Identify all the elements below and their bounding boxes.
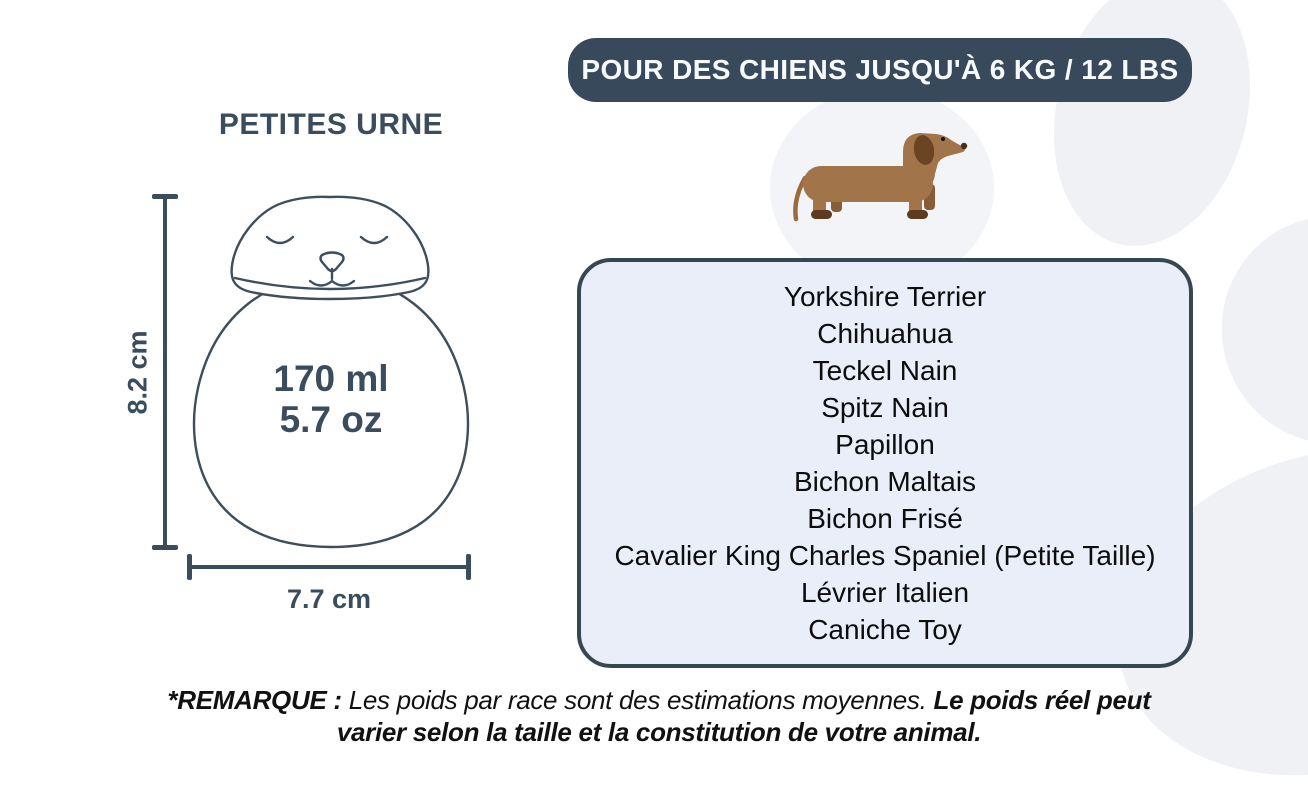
cat-urn-illustration bbox=[192, 195, 470, 549]
paw-pad-blob bbox=[1117, 448, 1308, 776]
width-dimension-cap-left bbox=[187, 554, 192, 580]
dog-front-paw bbox=[907, 210, 928, 219]
dog-tail bbox=[793, 175, 808, 222]
volume-oz: 5.7 oz bbox=[279, 399, 383, 440]
breed-item: Lévrier Italien bbox=[800, 577, 970, 608]
footnote-normal: Les poids par race sont des estimations … bbox=[348, 685, 927, 715]
breed-item: Papillon bbox=[835, 429, 935, 460]
breed-item: Bichon Frisé bbox=[807, 503, 963, 534]
footnote: *REMARQUE : Les poids par race sont des … bbox=[154, 684, 1164, 748]
urn-body-outline bbox=[192, 274, 470, 549]
weight-capacity-banner: POUR DES CHIENS JUSQU'À 6 KG / 12 LBS bbox=[568, 38, 1192, 102]
urn-lid-outline bbox=[230, 195, 430, 301]
cat-left-eye bbox=[265, 235, 295, 245]
breed-item: Spitz Nain bbox=[821, 392, 949, 423]
height-dimension-cap-bottom bbox=[152, 545, 178, 550]
breed-item: Caniche Toy bbox=[808, 614, 962, 645]
breed-item: Cavalier King Charles Spaniel (Petite Ta… bbox=[614, 540, 1156, 571]
width-label: 7.7 cm bbox=[286, 584, 372, 614]
urn-volume: 170 ml 5.7 oz bbox=[211, 358, 451, 440]
height-label: 8.2 cm bbox=[122, 330, 153, 415]
breed-list-box: Yorkshire Terrier Chihuahua Teckel Nain … bbox=[577, 258, 1193, 668]
width-dimension-cap-right bbox=[466, 554, 471, 580]
cat-mouth bbox=[308, 267, 356, 287]
paw-toe-blob bbox=[1221, 216, 1308, 444]
dog-head bbox=[903, 133, 965, 188]
dog-rear-paw bbox=[811, 210, 832, 219]
breed-item: Yorkshire Terrier bbox=[783, 281, 987, 312]
dog-ear bbox=[913, 135, 935, 165]
breed-item: Teckel Nain bbox=[812, 355, 958, 386]
volume-ml: 170 ml bbox=[273, 358, 389, 399]
width-dimension-line bbox=[189, 565, 470, 569]
dog-eye bbox=[941, 137, 945, 141]
footnote-emphasis: Le poids réel peut varier selon la taill… bbox=[336, 685, 1151, 747]
dog-nose bbox=[960, 142, 968, 150]
urn-lid-rim bbox=[233, 276, 427, 291]
height-dimension-line bbox=[163, 197, 167, 548]
breed-item: Chihuahua bbox=[817, 318, 953, 349]
breed-item: Bichon Maltais bbox=[793, 466, 977, 497]
dachshund-icon bbox=[793, 133, 968, 222]
cat-right-eye bbox=[359, 235, 389, 245]
height-dimension-cap-top bbox=[152, 194, 178, 199]
footnote-prefix: *REMARQUE : bbox=[167, 685, 342, 715]
weight-capacity-label: POUR DES CHIENS JUSQU'À 6 KG / 12 LBS bbox=[581, 54, 1179, 85]
urn-title: PETITES URNE bbox=[218, 108, 444, 141]
dog-body bbox=[803, 166, 933, 202]
cat-nose bbox=[319, 251, 345, 273]
